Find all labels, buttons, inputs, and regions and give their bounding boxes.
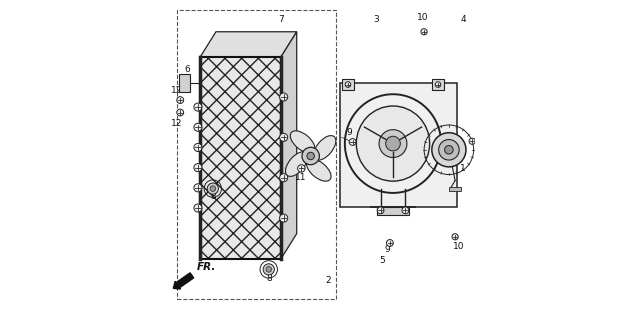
Circle shape [387,240,394,246]
Bar [449,187,461,191]
Circle shape [469,138,476,144]
Text: 7: 7 [278,15,284,24]
Circle shape [263,264,275,275]
Text: 4: 4 [460,15,466,24]
Circle shape [432,133,466,167]
Text: 12: 12 [172,86,183,95]
Circle shape [345,82,351,87]
Ellipse shape [314,136,336,160]
Text: 11: 11 [295,173,307,182]
Circle shape [421,29,427,35]
Text: FR.: FR. [196,262,216,272]
Circle shape [194,204,202,212]
Circle shape [194,144,202,152]
Circle shape [377,207,384,214]
Circle shape [438,139,459,160]
Polygon shape [340,83,457,207]
Text: 5: 5 [380,256,385,265]
Ellipse shape [307,159,331,181]
Text: 8: 8 [266,274,272,283]
Text: 9: 9 [384,245,390,254]
Bar [378,207,408,215]
Text: 2: 2 [325,276,331,285]
Polygon shape [200,56,281,259]
Circle shape [194,123,202,131]
Circle shape [280,214,288,222]
Circle shape [280,93,288,101]
Circle shape [445,145,453,154]
Circle shape [349,139,356,145]
Circle shape [194,184,202,192]
Text: 9: 9 [347,128,353,137]
Circle shape [177,97,184,104]
Text: 10: 10 [417,13,428,22]
Circle shape [207,183,218,194]
Text: 10: 10 [453,241,465,251]
Circle shape [379,130,407,158]
Text: 1: 1 [460,164,466,173]
Circle shape [177,109,184,116]
Circle shape [302,147,319,165]
Bar [342,79,353,90]
Circle shape [298,165,305,172]
Bar [179,74,189,92]
Circle shape [452,234,458,240]
Polygon shape [281,32,297,259]
Circle shape [307,152,314,160]
Ellipse shape [356,106,429,181]
Polygon shape [200,32,297,56]
Text: 8: 8 [210,192,216,201]
Circle shape [386,136,401,151]
Ellipse shape [291,131,315,153]
Bar [177,10,335,299]
Circle shape [435,82,441,87]
Circle shape [194,103,202,111]
Text: 6: 6 [184,65,190,74]
Circle shape [402,207,409,214]
Circle shape [280,174,288,182]
Circle shape [280,133,288,141]
Ellipse shape [285,152,308,176]
Text: 12: 12 [172,119,183,128]
Circle shape [266,266,271,272]
Bar [433,79,444,90]
Circle shape [210,186,216,191]
FancyArrow shape [173,273,194,289]
Circle shape [194,163,202,172]
Text: 3: 3 [373,15,379,24]
